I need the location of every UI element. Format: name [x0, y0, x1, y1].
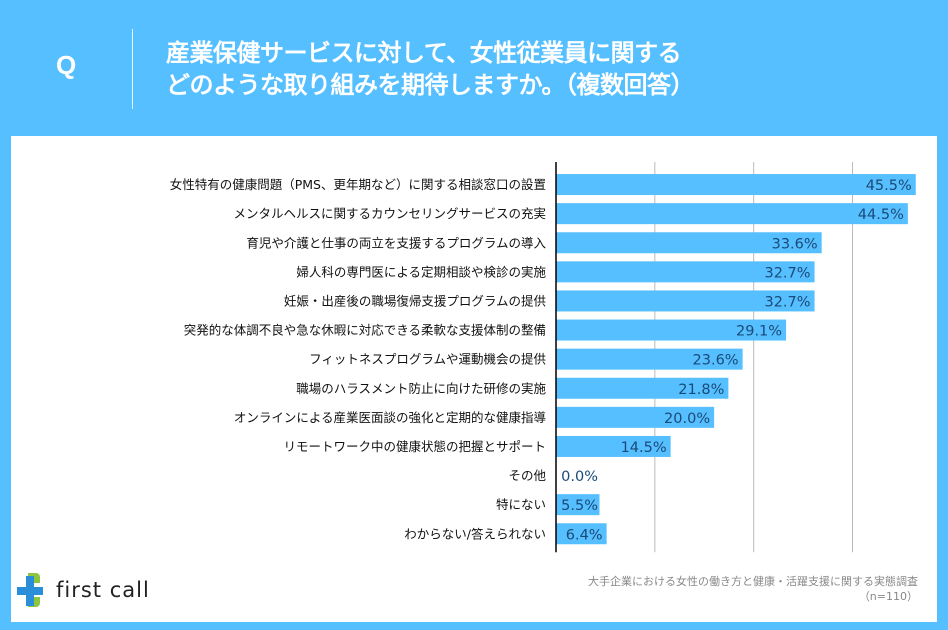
category-label: メンタルヘルスに関するカウンセリングサービスの充実: [233, 206, 546, 221]
category-label: リモートワーク中の健康状態の把握とサポート: [283, 439, 546, 454]
bar: [556, 203, 908, 225]
category-label: 職場のハラスメント防止に向けた研修の実施: [296, 381, 546, 396]
category-label: 女性特有の健康問題（PMS、更年期など）に関する相談窓口の設置: [170, 177, 546, 192]
bar: [556, 406, 715, 428]
logo-text: first call: [56, 578, 150, 602]
bar: [556, 232, 822, 254]
value-label: 23.6%: [693, 353, 739, 369]
first-call-logo-icon: [17, 573, 43, 607]
bar: [556, 377, 729, 399]
value-label: 5.5%: [561, 498, 598, 514]
bar: [556, 523, 607, 545]
category-label: 妊娠・出産後の職場復帰支援プログラムの提供: [284, 293, 546, 308]
value-label: 6.4%: [566, 527, 603, 543]
question-title: 産業保健サービスに対して、女性従業員に関する どのような取り組みを期待しますか。…: [166, 37, 695, 101]
value-label: 45.5%: [866, 178, 912, 194]
bar: [556, 494, 600, 516]
category-label: その他: [508, 468, 546, 483]
value-label: 21.8%: [678, 382, 724, 398]
category-label: フィットネスプログラムや運動機会の提供: [309, 352, 546, 367]
value-label: 14.5%: [621, 440, 667, 456]
value-label: 0.0%: [561, 469, 598, 485]
header-divider: [132, 29, 133, 109]
bar: [556, 174, 916, 196]
category-label: 突発的な体調不良や急な休暇に対応できる柔軟な支援体制の整備: [184, 323, 546, 338]
category-label: 特にない: [496, 497, 546, 512]
survey-source: 大手企業における女性の働き方と健康・活躍支援に関する実態調査 （n=110）: [588, 574, 918, 604]
source-title: 大手企業における女性の働き方と健康・活躍支援に関する実態調査: [588, 575, 918, 588]
bar: [556, 348, 743, 370]
category-label: わからない/答えられない: [404, 526, 546, 541]
value-label: 33.6%: [772, 236, 818, 252]
bar: [556, 319, 787, 341]
value-label: 20.0%: [664, 411, 710, 427]
bar: [556, 435, 671, 457]
value-label: 32.7%: [764, 294, 810, 310]
category-label: オンラインによる産業医面談の強化と定期的な健康指導: [234, 410, 546, 425]
category-label: 婦人科の専門医による定期相談や検診の実施: [296, 264, 546, 279]
question-header: Q 産業保健サービスに対して、女性従業員に関する どのような取り組みを期待します…: [0, 0, 948, 136]
value-labels: 45.5% 44.5% 33.6% 32.7% 32.7% 29.1% 23.6% 21.8%…: [561, 178, 912, 543]
value-label: 44.5%: [858, 207, 904, 223]
question-title-line1: 産業保健サービスに対して、女性従業員に関する: [166, 39, 682, 67]
question-mark: Q: [56, 50, 77, 80]
value-label: 29.1%: [736, 324, 782, 340]
bar: [556, 290, 815, 312]
source-sample-size: （n=110）: [858, 590, 918, 603]
category-label: 育児や介護と仕事の両立を支援するプログラムの導入: [246, 235, 546, 250]
bars: [556, 174, 916, 545]
value-label: 32.7%: [764, 265, 810, 281]
first-call-logo: first call: [16, 570, 150, 610]
bar: [556, 261, 815, 283]
category-labels: 女性特有の健康問題（PMS、更年期など）に関する相談窓口の設置メンタルヘルスに関…: [170, 177, 547, 541]
question-title-line2: どのような取り組みを期待しますか。（複数回答）: [166, 71, 695, 99]
